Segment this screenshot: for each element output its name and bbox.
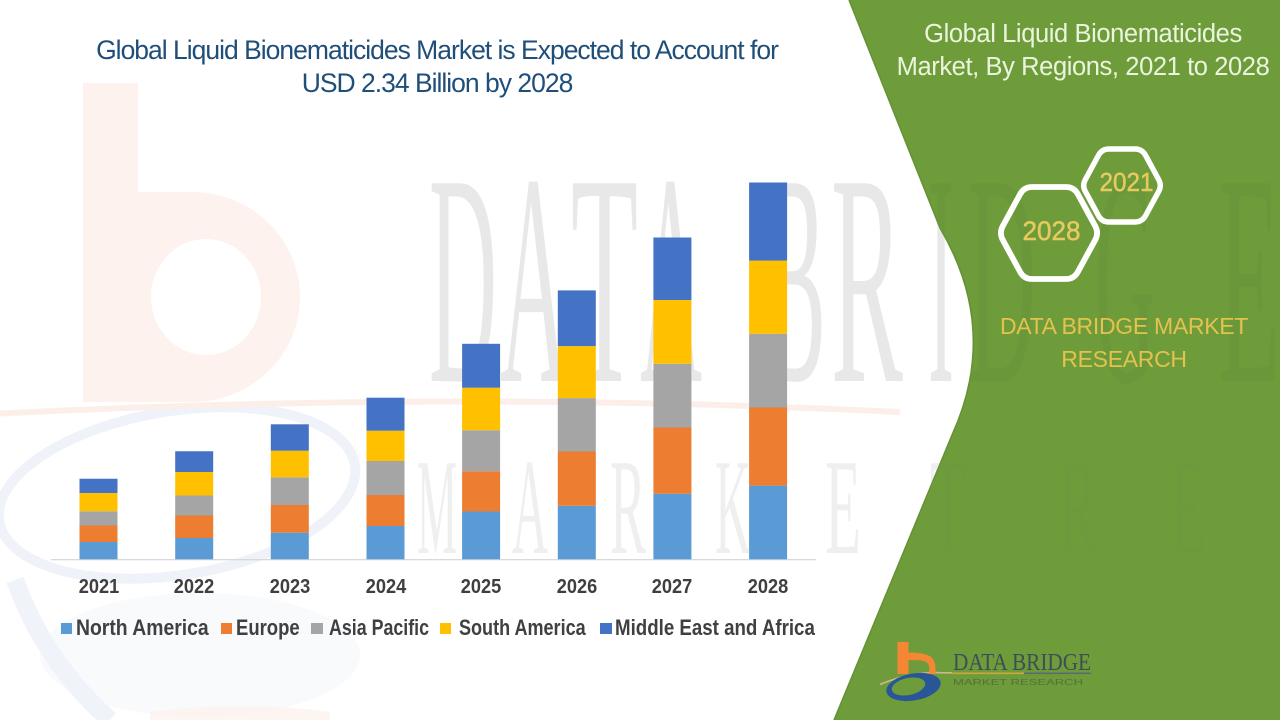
svg-text:S: S [1275, 431, 1280, 583]
svg-text:E: E [1218, 113, 1280, 447]
svg-text:R: R [610, 431, 646, 583]
svg-text:2028: 2028 [1023, 216, 1081, 246]
svg-text:MARKET RESEARCH: MARKET RESEARCH [953, 678, 1083, 687]
svg-text:2021: 2021 [1100, 167, 1154, 197]
svg-text:R: R [831, 113, 904, 447]
svg-text:R: R [1060, 431, 1096, 583]
svg-text:DATA BRIDGE: DATA BRIDGE [953, 650, 1091, 676]
svg-text:E: E [825, 431, 861, 583]
svg-text:A: A [512, 431, 548, 583]
svg-text:A: A [500, 113, 568, 447]
svg-text:E: E [1170, 431, 1206, 583]
svg-text:G: G [1095, 113, 1155, 447]
svg-text:M: M [417, 431, 457, 583]
svg-text:K: K [715, 431, 751, 583]
